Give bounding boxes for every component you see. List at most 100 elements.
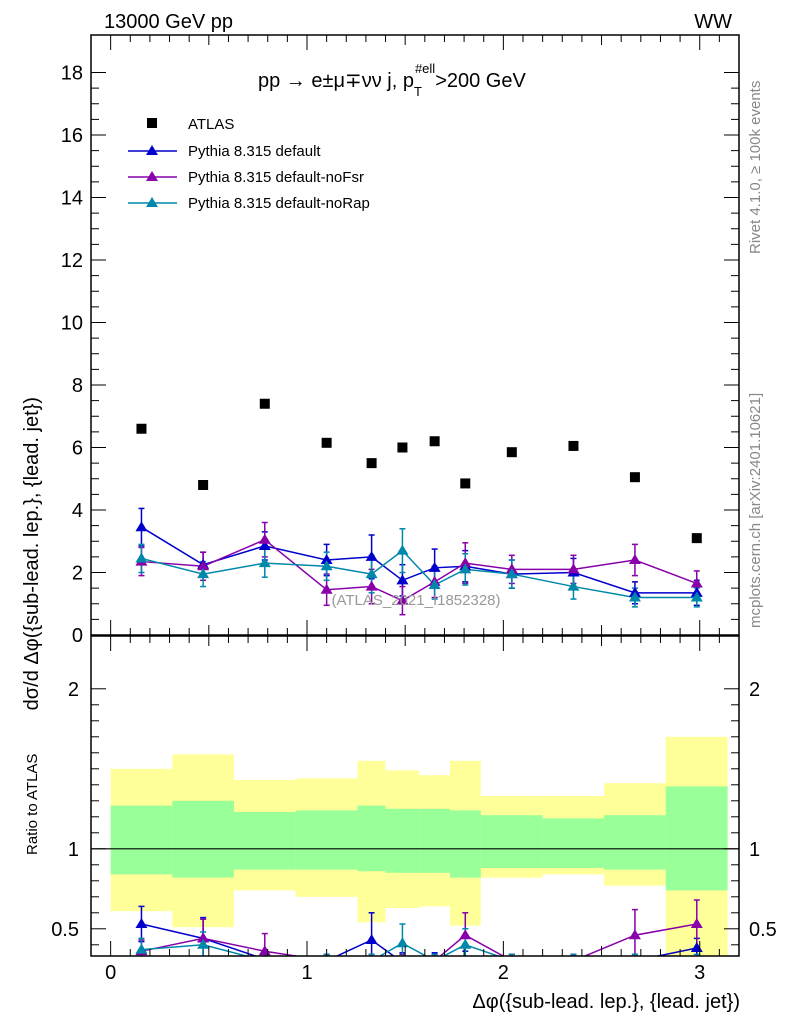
mc-point-default — [258, 539, 271, 550]
ratio-y-tick-label-right: 2 — [749, 679, 760, 701]
ratio-line-noFsr — [141, 923, 697, 956]
y-tick-label: 6 — [72, 438, 83, 460]
main-panel: (ATLAS_2021_I1852328) 0 2 4 6 8 10 12 14 16 18 pp… — [21, 34, 740, 710]
title-main: pp → e±μ∓νν j, p — [258, 70, 414, 92]
data-point-atlas — [136, 423, 147, 434]
ratio-band-inner — [172, 800, 234, 878]
legend-marker-nofsr — [146, 171, 158, 181]
ratio-point-noRap — [197, 938, 210, 949]
title-subscript: T — [414, 84, 422, 99]
y-tick-label: 2 — [72, 563, 83, 585]
mc-line-noRap — [141, 549, 697, 599]
ratio-band-inner — [665, 786, 728, 891]
ratio-point-noFsr — [197, 932, 210, 943]
mc-line-default — [141, 526, 697, 594]
ratio-y-tick-label: 2 — [68, 679, 79, 701]
data-point-atlas — [259, 398, 270, 409]
ratio-line-noRap — [141, 942, 501, 956]
mc-point-noRap — [459, 563, 472, 574]
mc-point-noFsr — [567, 563, 580, 574]
rivet-version-label: Rivet 4.1.0, ≥ 100k events — [747, 81, 764, 254]
ratio-y-axis-label: Ratio to ATLAS — [24, 754, 41, 855]
y-tick-label: 0 — [72, 625, 83, 647]
legend-label-nofsr: Pythia 8.315 default-noFsr — [188, 169, 364, 186]
mc-point-noRap — [396, 544, 409, 555]
ratio-uncertainty-bands — [110, 736, 728, 956]
mc-point-noRap — [258, 557, 271, 568]
y-tick-label: 10 — [61, 313, 83, 335]
data-point-atlas — [429, 436, 440, 447]
mc-point-noRap — [505, 568, 518, 579]
y-tick-label: 12 — [61, 250, 83, 272]
data-point-atlas — [691, 533, 702, 544]
ratio-band-inner — [233, 812, 296, 870]
data-point-atlas — [366, 458, 377, 469]
data-point-atlas — [397, 442, 408, 453]
ratio-point-noRap — [135, 943, 148, 954]
ratio-point-noFsr — [459, 929, 472, 940]
mc-point-noFsr — [365, 580, 378, 591]
mc-point-noFsr — [396, 594, 409, 605]
y-tick-label: 18 — [61, 63, 83, 85]
data-point-atlas — [198, 480, 209, 490]
mc-point-default — [320, 554, 333, 564]
y-tick-label: 4 — [72, 500, 83, 522]
analysis-watermark: (ATLAS_2021_I1852328) — [331, 592, 500, 609]
ratio-band-inner — [295, 810, 358, 870]
ratio-y-tick-label: 0.5 — [51, 919, 79, 941]
data-point-atlas — [321, 437, 332, 448]
ratio-band-inner — [604, 815, 666, 870]
title-superscript: #ell — [415, 61, 435, 76]
mc-point-default — [428, 561, 441, 572]
mc-point-default — [135, 521, 148, 532]
x-axis: 0 1 2 3 — [105, 636, 740, 984]
mc-point-noRap — [135, 552, 148, 563]
ratio-band-inner — [419, 808, 450, 873]
mc-line-noFsr — [141, 538, 698, 602]
data-point-atlas — [460, 478, 471, 489]
mcplots-label: mcplots.cern.ch [arXiv:2401.10621] — [747, 393, 764, 628]
main-x-ticks — [110, 35, 740, 635]
ratio-panel-frame — [90, 635, 740, 957]
ratio-point-default — [135, 918, 148, 928]
mc-point-noFsr — [258, 533, 271, 544]
x-tick-label: 3 — [694, 962, 705, 984]
ratio-y-axis: 0.5 0.5 1 1 2 2 — [51, 679, 777, 946]
mc-point-noRap — [365, 568, 378, 579]
mc-point-noRap — [428, 579, 441, 589]
mc-point-noRap — [197, 568, 210, 579]
y-tick-label: 16 — [61, 125, 83, 147]
mc-point-noFsr — [320, 583, 333, 594]
ratio-point-noRap — [459, 938, 472, 949]
main-panel-frame — [90, 34, 740, 636]
header-process-label: WW — [694, 11, 732, 33]
x-tick-label: 2 — [498, 962, 509, 984]
ratio-band-inner — [110, 805, 173, 875]
header-energy-label: 13000 GeV pp — [104, 11, 233, 33]
data-point-atlas — [568, 440, 579, 451]
ratio-point-default — [396, 956, 408, 966]
ratio-y-tick-label: 1 — [68, 839, 79, 861]
title-tail: >200 GeV — [435, 70, 526, 92]
ratio-point-noRap — [396, 937, 409, 948]
ratio-point-noFsr — [690, 918, 703, 928]
y-tick-label: 8 — [72, 375, 83, 397]
data-point-atlas — [506, 447, 517, 458]
legend-marker-atlas — [147, 118, 157, 128]
data-point-atlas — [629, 472, 640, 483]
ratio-point-default — [365, 934, 378, 944]
mc-point-noRap — [690, 591, 703, 602]
legend-label-default: Pythia 8.315 default — [188, 143, 321, 160]
ratio-y-tick-label-right: 1 — [749, 839, 760, 861]
ratio-band-inner — [542, 818, 605, 868]
mc-point-noFsr — [197, 560, 210, 571]
plot-title: pp → e±μ∓νν j, pT #ell>200 GeV — [258, 61, 526, 99]
mc-point-default — [365, 550, 378, 561]
ratio-y-tick-label-right: 0.5 — [749, 919, 777, 941]
x-tick-label: 1 — [301, 962, 312, 984]
ratio-band-inner — [449, 810, 481, 878]
legend: ATLAS Pythia 8.315 default Pythia 8.315 … — [128, 116, 370, 212]
ratio-panel: 0.5 0.5 1 1 2 2 0 1 2 3 Ratio to ATLAS Δφ({sub-l… — [24, 635, 777, 1013]
mc-point-default — [396, 574, 409, 585]
